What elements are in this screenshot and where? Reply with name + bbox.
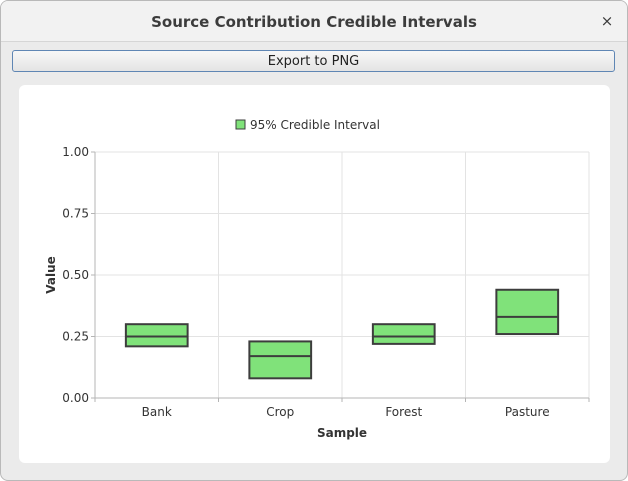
axes: 0.00 0.25 0.50 0.75 1.00 Bank Crop Forest Pastur… [62,145,590,419]
export-png-button[interactable]: Export to PNG [12,50,615,72]
x-axis-title: Sample [317,426,367,440]
interval-box [124,323,189,348]
interval-box [495,288,560,336]
legend: 95% Credible Interval [235,118,380,132]
y-tick-label: 1.00 [62,145,89,159]
y-tick-label: 0.75 [62,207,89,221]
legend-swatch [235,119,246,130]
x-tick-label: Bank [142,405,172,419]
x-tick-label: Crop [266,405,294,419]
y-tick-label: 0.50 [62,268,89,282]
legend-label: 95% Credible Interval [250,118,380,132]
chart-panel: 0.00 0.25 0.50 0.75 1.00 Bank Crop Forest Pastur… [19,85,610,463]
x-tick-label: Pasture [505,405,550,419]
y-tick-label: 0.00 [62,391,89,405]
y-tick-label: 0.25 [62,330,89,344]
interval-box [248,340,313,380]
grid-lines [95,151,590,399]
credible-interval-chart: 0.00 0.25 0.50 0.75 1.00 Bank Crop Forest Pastur… [44,118,590,440]
x-tick-label: Forest [385,405,422,419]
title-bar: Source Contribution Credible Intervals × [1,1,627,42]
window-title: Source Contribution Credible Intervals [151,13,477,31]
close-icon[interactable]: × [600,12,614,30]
interval-boxes [124,288,560,380]
y-axis-title: Value [44,256,58,294]
interval-box [371,323,436,345]
